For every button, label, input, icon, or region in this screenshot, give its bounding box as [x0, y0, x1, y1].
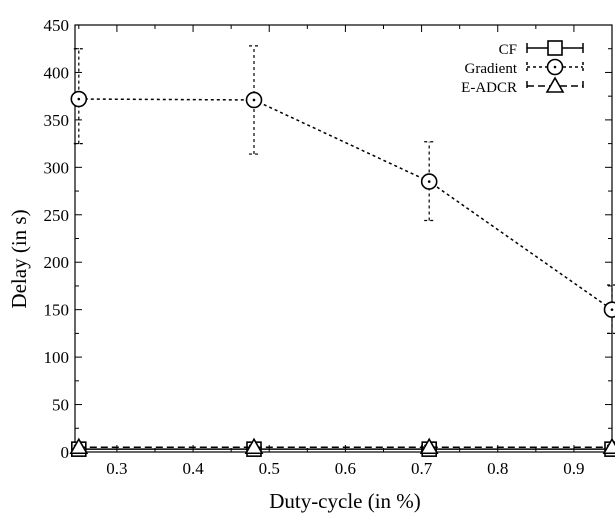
- y-tick-label: 50: [52, 396, 69, 415]
- data-point: [69, 437, 89, 455]
- y-tick-label: 400: [44, 63, 70, 82]
- x-tick-label: 0.5: [259, 459, 280, 478]
- data-point: [603, 301, 615, 318]
- x-tick-label: 0.8: [487, 459, 508, 478]
- legend-marker: [547, 40, 563, 56]
- series-cf: [71, 441, 615, 457]
- data-point-dot: [77, 97, 81, 101]
- legend-entry: CF: [499, 40, 584, 58]
- y-tick-label: 300: [44, 158, 70, 177]
- legend-entry: Gradient: [465, 58, 584, 77]
- y-tick-label: 250: [44, 206, 70, 225]
- data-point-dot: [610, 308, 614, 311]
- data-point: [245, 91, 263, 109]
- series-e-adcr: [69, 437, 615, 455]
- data-point-ring: [603, 301, 615, 318]
- series-line: [78, 98, 613, 311]
- data-point: [70, 90, 88, 108]
- y-tick-label: 100: [44, 348, 70, 367]
- data-point: [419, 437, 439, 455]
- x-tick-label: 0.9: [563, 459, 584, 478]
- y-tick-label: 200: [44, 253, 70, 272]
- legend-marker-dot: [553, 65, 557, 69]
- series-gradient: [70, 45, 615, 334]
- x-tick-label: 0.6: [335, 459, 356, 478]
- x-tick-label: 0.7: [411, 459, 433, 478]
- y-tick-label: 150: [44, 301, 70, 320]
- data-point-dot: [427, 180, 431, 183]
- data-point-dot: [252, 98, 256, 102]
- legend-entry: E-ADCR: [461, 76, 584, 96]
- y-tick-label: 350: [44, 111, 70, 130]
- legend-label: Gradient: [465, 61, 518, 77]
- legend-marker: [546, 58, 564, 76]
- data-point: [420, 173, 438, 190]
- legend-label: CF: [499, 42, 517, 58]
- y-axis-label: Delay (in s): [7, 209, 31, 308]
- y-tick-label: 0: [61, 443, 70, 462]
- x-axis-label: Duty-cycle (in %): [269, 489, 421, 513]
- legend-label: E-ADCR: [461, 80, 517, 96]
- y-tick-label: 450: [44, 16, 70, 35]
- x-tick-label: 0.4: [182, 459, 204, 478]
- legend-marker: [545, 76, 565, 93]
- plot-frame: [74, 24, 613, 453]
- x-tick-label: 0.3: [106, 459, 127, 478]
- data-point: [602, 437, 615, 455]
- data-point: [244, 437, 264, 455]
